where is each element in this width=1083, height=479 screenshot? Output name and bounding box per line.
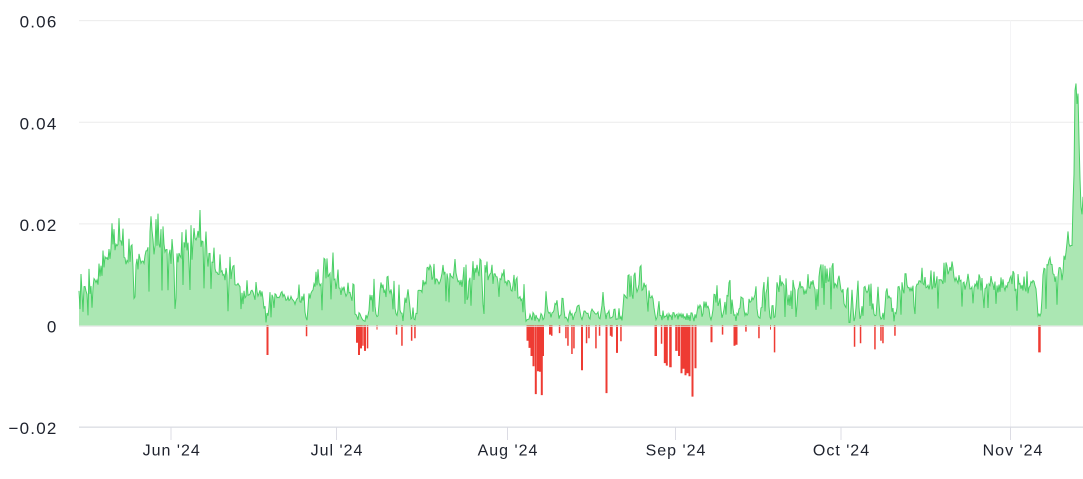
svg-text:−0.02: −0.02: [8, 419, 57, 438]
svg-text:0: 0: [47, 318, 58, 337]
svg-text:0.02: 0.02: [20, 216, 58, 235]
svg-text:Oct '24: Oct '24: [813, 443, 870, 460]
svg-text:0.06: 0.06: [20, 13, 58, 32]
svg-text:Sep '24: Sep '24: [646, 443, 707, 460]
svg-text:Aug '24: Aug '24: [478, 443, 539, 460]
svg-text:0.04: 0.04: [20, 114, 58, 133]
svg-text:Jun '24: Jun '24: [143, 443, 201, 460]
svg-text:Jul '24: Jul '24: [311, 443, 364, 460]
svg-text:Nov '24: Nov '24: [983, 443, 1044, 460]
